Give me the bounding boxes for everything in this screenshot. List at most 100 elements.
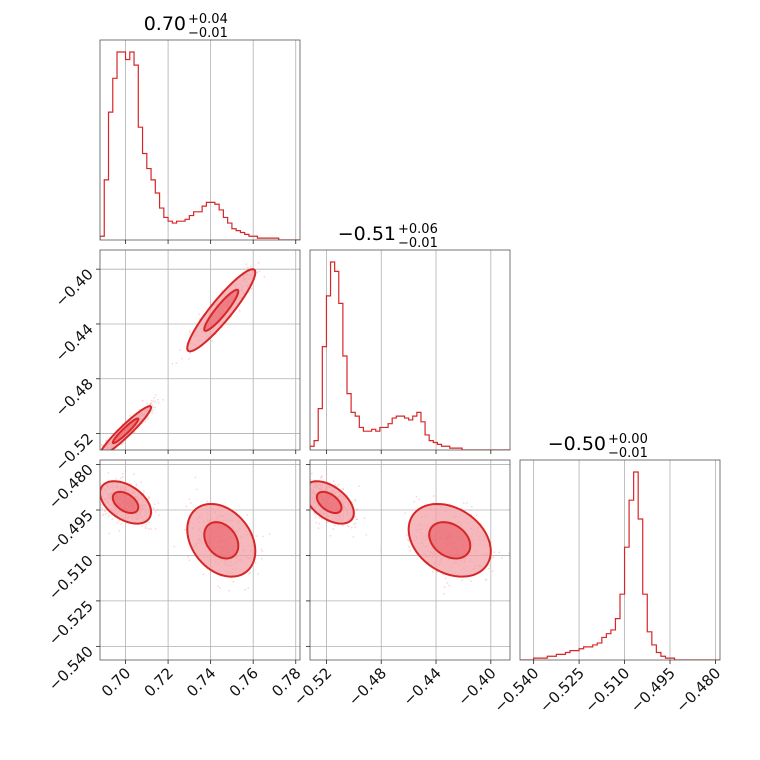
contour-line-inner <box>428 521 472 560</box>
param-title-2: −0.50 <box>548 433 606 455</box>
joint-panel-0-2 <box>87 459 301 661</box>
x-tick-label: −0.510 <box>581 664 633 716</box>
sample-point <box>154 528 157 530</box>
sample-point <box>320 476 322 479</box>
ticks-hist-0 <box>125 240 297 244</box>
sample-point <box>492 556 495 559</box>
sample-point <box>107 455 109 457</box>
sample-point <box>508 552 510 555</box>
sample-point <box>350 526 353 529</box>
sample-point <box>122 442 125 444</box>
sample-point <box>493 551 496 554</box>
sample-point <box>354 526 356 528</box>
sample-point <box>261 550 264 553</box>
sample-point <box>122 475 124 478</box>
contour-line-outer <box>100 480 153 525</box>
sample-point <box>318 516 321 519</box>
sample-point <box>293 486 295 488</box>
sample-point <box>102 453 104 455</box>
sample-point <box>466 502 468 504</box>
param-title-lower-2: −0.01 <box>608 446 648 461</box>
sample-point <box>108 532 111 535</box>
sample-point <box>306 500 308 502</box>
sample-point <box>100 451 102 453</box>
sample-point <box>302 503 304 505</box>
sample-point <box>431 571 434 573</box>
ticks-hist-1 <box>326 450 492 454</box>
sample-point <box>98 457 100 459</box>
x-tick-label: −0.495 <box>627 664 679 716</box>
axes-frame <box>99 39 301 241</box>
contour-line-inner <box>111 490 140 515</box>
param-title-upper-2: +0.00 <box>608 432 648 447</box>
sample-point <box>308 484 310 486</box>
sample-point <box>308 495 310 497</box>
sample-point <box>98 455 100 457</box>
sample-point <box>418 498 421 501</box>
histogram-panel-1: −0.51 +0.06−0.01 <box>309 222 511 451</box>
sample-point <box>302 498 304 500</box>
sample-point <box>475 514 478 517</box>
sample-point <box>98 455 100 457</box>
sample-point <box>346 525 349 527</box>
sample-point <box>118 529 121 532</box>
sample-point <box>326 480 329 483</box>
ticks-joint-1-2-left <box>306 464 310 647</box>
sample-point <box>151 404 154 407</box>
sample-point <box>198 313 201 316</box>
sample-point <box>135 485 138 487</box>
sample-point <box>87 492 89 494</box>
sample-point <box>355 522 357 525</box>
contour-line-inner <box>203 521 240 560</box>
sample-point <box>356 508 359 511</box>
sample-point <box>97 453 99 455</box>
sample-point <box>189 352 192 355</box>
histogram-step-0 <box>100 51 300 240</box>
axes-frame <box>309 459 511 661</box>
sample-point <box>355 518 358 520</box>
param-title-lower-1: −0.01 <box>398 236 438 251</box>
contour-line-outer <box>100 405 153 450</box>
joint-panel-1-2 <box>293 459 511 661</box>
sample-point <box>444 577 447 580</box>
y-tick-label: −0.510 <box>45 552 97 604</box>
sample-point <box>485 579 488 581</box>
sample-point <box>321 475 323 478</box>
contour-fill-inner <box>204 522 239 559</box>
sample-point <box>157 502 160 504</box>
sample-point <box>332 528 335 530</box>
sample-point <box>118 520 121 522</box>
x-tick-label: 0.70 <box>98 664 134 700</box>
sample-point <box>93 506 95 508</box>
sample-point <box>305 495 307 497</box>
sample-point <box>305 484 307 486</box>
sample-point <box>151 412 154 414</box>
sample-point <box>97 457 99 459</box>
sample-point <box>188 498 191 501</box>
y-tick-label: −0.525 <box>45 597 97 649</box>
y-axis-param-2: −0.540−0.525−0.510−0.495−0.480 <box>45 461 100 694</box>
sample-point <box>100 503 102 506</box>
sample-point <box>154 406 157 409</box>
sample-point <box>446 582 449 584</box>
param-title-upper-0: +0.04 <box>188 12 228 27</box>
sample-point <box>93 487 95 489</box>
sample-point <box>97 454 99 456</box>
sample-point <box>156 508 159 511</box>
sample-point <box>95 501 97 503</box>
sample-point <box>300 499 302 501</box>
contour-line-inner <box>111 417 140 445</box>
sample-point <box>87 488 89 490</box>
sample-point <box>301 505 303 507</box>
sample-point <box>104 510 106 513</box>
sample-point <box>152 406 154 409</box>
sample-point <box>363 517 366 519</box>
sample-point <box>406 538 409 541</box>
sample-point <box>97 459 99 461</box>
axes-frame <box>309 249 511 451</box>
sample-point <box>254 562 257 564</box>
sample-point <box>147 521 150 524</box>
histogram-step-2 <box>520 471 720 660</box>
sample-point <box>325 473 328 476</box>
sample-point <box>104 457 106 459</box>
